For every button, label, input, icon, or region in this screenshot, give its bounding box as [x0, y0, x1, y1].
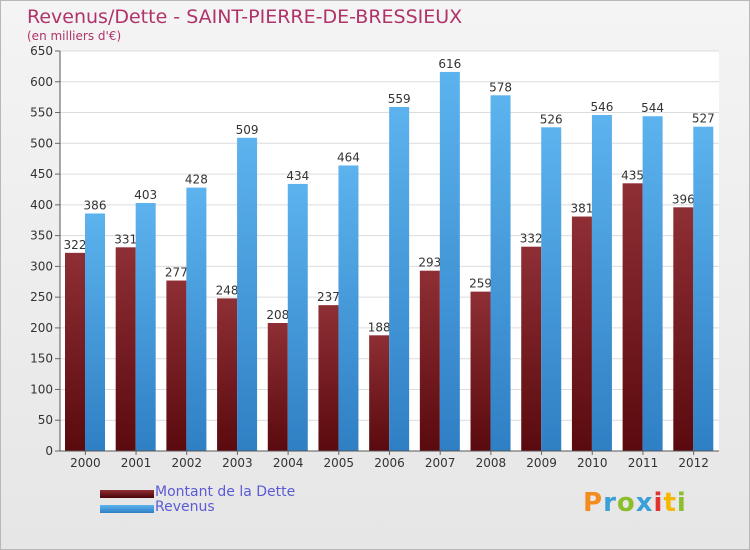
x-tick-label: 2011 — [628, 456, 659, 470]
proxiti-logo: Proxiti — [583, 488, 687, 518]
data-label: 188 — [368, 320, 391, 334]
bar-dette — [521, 246, 542, 451]
data-label: 277 — [165, 266, 188, 280]
legend-label-debt: Montant de la Dette — [155, 484, 296, 500]
bar-revenus — [490, 95, 511, 452]
logo-letter: o — [616, 488, 636, 518]
data-label: 435 — [621, 168, 644, 182]
y-tick-label: 200 — [30, 321, 53, 335]
bar-dette — [217, 298, 238, 451]
bar-revenus — [693, 126, 714, 451]
bar-dette — [65, 252, 85, 451]
bar-revenus — [85, 213, 105, 451]
data-label: 332 — [520, 232, 543, 246]
bar-revenus — [287, 183, 308, 451]
x-tick-label: 2006 — [374, 456, 405, 470]
y-tick-label: 0 — [45, 444, 53, 458]
x-tick-label: 2000 — [70, 456, 101, 470]
y-tick-label: 350 — [30, 229, 53, 243]
x-tick-label: 2003 — [222, 456, 253, 470]
bar-revenus — [338, 165, 359, 451]
legend-label-revenue: Revenus — [155, 499, 215, 515]
logo-letter: r — [603, 488, 617, 518]
data-label: 259 — [469, 277, 492, 291]
bar-dette — [673, 207, 694, 451]
y-tick-label: 400 — [30, 198, 53, 212]
logo-letter: P — [583, 488, 604, 518]
data-label: 509 — [236, 123, 259, 137]
bar-revenus — [389, 107, 410, 451]
y-tick-label: 600 — [30, 75, 53, 89]
chart-title: Revenus/Dette - SAINT-PIERRE-DE-BRESSIEU… — [27, 6, 463, 28]
axis-layer: 0 50 100 150 200 250 300 350 400 450 500 550 600 650 2… — [30, 44, 719, 470]
y-tick-label: 550 — [30, 106, 53, 120]
bar-dette — [571, 216, 592, 451]
chart-subtitle: (en milliers d'€) — [27, 29, 122, 43]
y-tick-label: 650 — [30, 44, 53, 58]
logo-letter: t — [663, 488, 677, 518]
bar-revenus — [237, 137, 258, 451]
bar-revenus — [135, 203, 156, 451]
data-label: 208 — [266, 308, 289, 322]
data-label: 331 — [114, 232, 137, 246]
y-tick-label: 450 — [30, 167, 53, 181]
data-label: 386 — [84, 198, 107, 212]
data-label: 428 — [185, 173, 208, 187]
x-tick-label: 2012 — [678, 456, 709, 470]
data-label: 578 — [489, 80, 512, 94]
bar-dette — [369, 335, 390, 451]
x-tick-label: 2008 — [476, 456, 507, 470]
data-label: 546 — [590, 100, 613, 114]
y-tick-label: 50 — [38, 413, 53, 427]
bar-revenus — [541, 127, 562, 452]
bar-revenus — [439, 71, 460, 451]
bars-layer: 322 386 331 403 277 428 248 509 208 434 237 464 188 5… — [64, 57, 715, 452]
data-label: 544 — [641, 101, 664, 115]
data-label: 381 — [570, 202, 593, 216]
bar-dette — [470, 291, 491, 451]
y-tick-label: 300 — [30, 259, 53, 273]
bar-dette — [419, 270, 440, 451]
data-label: 527 — [692, 112, 715, 126]
bar-dette — [267, 323, 288, 451]
y-tick-label: 250 — [30, 290, 53, 304]
data-label: 559 — [388, 92, 411, 106]
data-label: 434 — [286, 169, 309, 183]
data-label: 237 — [317, 290, 340, 304]
data-label: 464 — [337, 150, 360, 164]
logo-letter: i — [676, 488, 687, 518]
x-tick-label: 2004 — [273, 456, 304, 470]
logo-letter: x — [635, 488, 654, 518]
bar-revenus — [186, 187, 207, 451]
y-tick-label: 100 — [30, 382, 53, 396]
data-label: 526 — [540, 112, 563, 126]
data-label: 403 — [134, 188, 157, 202]
bar-dette — [318, 305, 339, 451]
x-tick-label: 2001 — [121, 456, 152, 470]
x-tick-label: 2009 — [526, 456, 557, 470]
y-tick-label: 150 — [30, 352, 53, 366]
y-tick-label: 500 — [30, 136, 53, 150]
data-label: 396 — [672, 192, 695, 206]
x-tick-label: 2005 — [324, 456, 355, 470]
x-tick-label: 2007 — [425, 456, 456, 470]
data-label: 248 — [216, 283, 239, 297]
data-label: 293 — [418, 256, 441, 270]
x-tick-label: 2002 — [171, 456, 202, 470]
bar-dette — [166, 280, 187, 451]
legend-swatch-debt — [100, 490, 154, 498]
bar-dette — [622, 183, 643, 452]
bar-revenus — [591, 115, 612, 451]
legend-swatch-revenue — [100, 505, 154, 513]
x-tick-label: 2010 — [577, 456, 608, 470]
bar-revenus — [642, 116, 663, 451]
bar-dette — [115, 247, 136, 451]
data-label: 322 — [64, 238, 87, 252]
data-label: 616 — [438, 57, 461, 71]
logo-letter: i — [653, 488, 664, 518]
